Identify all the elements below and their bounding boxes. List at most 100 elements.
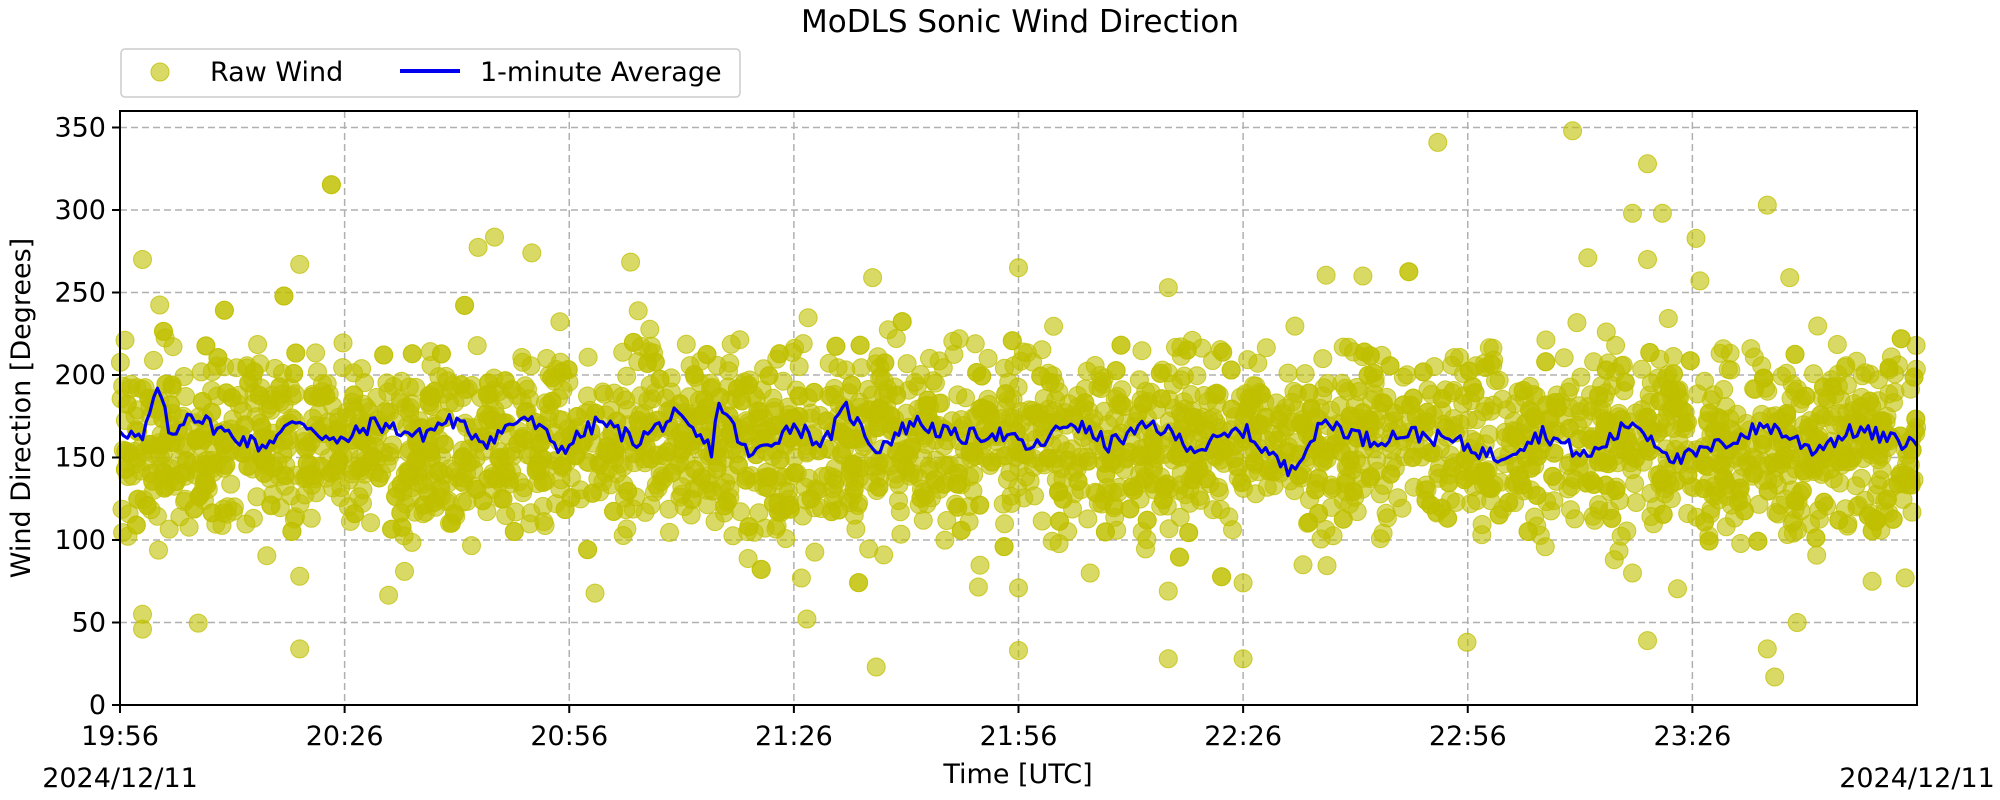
raw-wind-point: [1078, 451, 1098, 471]
raw-wind-outlier-point: [1690, 271, 1710, 291]
raw-wind-point: [1606, 335, 1626, 355]
raw-wind-point: [1457, 632, 1477, 652]
raw-wind-point: [1299, 512, 1319, 532]
date-start-label: 2024/12/11: [42, 763, 198, 794]
raw-wind-point: [1311, 529, 1331, 549]
raw-wind-point: [344, 385, 364, 405]
raw-wind-point: [911, 488, 931, 508]
raw-wind-point: [1474, 402, 1494, 422]
raw-wind-point: [1090, 366, 1110, 385]
raw-wind-outlier-point: [1233, 573, 1253, 593]
y-tick-label: 50: [72, 608, 106, 639]
raw-wind-point: [1442, 355, 1462, 375]
raw-wind-point: [490, 450, 510, 470]
raw-wind-point: [542, 368, 562, 388]
raw-wind-point: [920, 348, 939, 368]
raw-wind-point: [1895, 568, 1915, 588]
raw-wind-point: [1658, 309, 1678, 328]
raw-wind-point: [1596, 360, 1616, 380]
raw-wind-outlier-point: [1158, 278, 1178, 298]
raw-wind-point: [1618, 431, 1638, 451]
raw-wind-point: [1680, 351, 1700, 371]
raw-wind-point: [1417, 412, 1437, 432]
raw-wind-point: [179, 517, 199, 537]
raw-wind-point: [1245, 452, 1264, 472]
raw-wind-point: [431, 478, 451, 498]
raw-wind-point: [361, 513, 381, 533]
raw-wind-point: [1596, 322, 1616, 342]
raw-wind-point: [333, 333, 353, 353]
y-axis-label: Wind Direction [Degrees]: [6, 238, 37, 578]
raw-wind-outlier-point: [1787, 613, 1807, 632]
raw-wind-point: [1108, 395, 1128, 415]
raw-wind-point: [759, 366, 779, 386]
raw-wind-point: [1806, 528, 1826, 548]
raw-wind-point: [659, 499, 679, 519]
raw-wind-point: [1827, 335, 1847, 354]
raw-wind-point: [321, 175, 341, 195]
raw-wind-point: [1453, 394, 1473, 414]
raw-wind-point: [949, 463, 968, 483]
raw-wind-point: [695, 390, 715, 409]
raw-wind-point: [504, 522, 524, 541]
raw-wind-point: [232, 443, 252, 463]
raw-wind-point: [1513, 381, 1533, 400]
raw-wind-point: [891, 524, 911, 544]
raw-wind-point: [1380, 356, 1400, 376]
raw-wind-point: [1858, 506, 1878, 526]
raw-wind-point: [759, 467, 779, 487]
raw-wind-point: [863, 268, 883, 288]
raw-wind-point: [1381, 464, 1401, 484]
raw-wind-point: [582, 483, 602, 503]
raw-wind-point: [1589, 386, 1608, 406]
raw-wind-point: [1482, 478, 1501, 498]
raw-wind-point: [944, 344, 964, 364]
raw-wind-point: [1150, 363, 1170, 383]
raw-wind-point: [738, 375, 758, 395]
raw-wind-point: [1251, 384, 1271, 404]
raw-wind-point: [1058, 450, 1078, 470]
raw-wind-point: [431, 344, 451, 364]
raw-wind-point: [156, 374, 176, 394]
raw-wind-outlier-point: [133, 619, 152, 639]
raw-wind-point: [850, 335, 870, 355]
raw-wind-point: [1695, 512, 1715, 532]
raw-wind-point: [1376, 503, 1396, 523]
raw-wind-point: [1025, 486, 1044, 506]
raw-wind-point: [1133, 394, 1153, 414]
raw-wind-point: [1869, 370, 1888, 390]
raw-wind-point: [1403, 448, 1422, 468]
raw-wind-point: [1137, 530, 1157, 549]
raw-wind-point: [485, 227, 504, 247]
raw-wind-point: [1032, 511, 1052, 531]
raw-wind-point: [996, 384, 1016, 404]
raw-wind-point: [1807, 545, 1827, 565]
raw-wind-point: [1785, 344, 1805, 364]
raw-wind-point: [751, 559, 771, 579]
raw-wind-point: [721, 334, 741, 354]
raw-wind-point: [1289, 466, 1309, 486]
raw-wind-point: [239, 373, 259, 393]
raw-wind-point: [804, 382, 824, 402]
raw-wind-outlier-point: [1638, 250, 1657, 269]
raw-wind-outlier-point: [1158, 581, 1178, 601]
raw-wind-point: [121, 378, 141, 398]
raw-wind-point: [1442, 458, 1462, 478]
raw-wind-point: [248, 335, 268, 354]
raw-wind-point: [676, 334, 696, 354]
raw-wind-point: [1715, 470, 1735, 490]
raw-wind-point: [534, 512, 554, 532]
raw-wind-point: [994, 537, 1014, 557]
raw-wind-point: [1282, 392, 1302, 412]
raw-wind-point: [359, 452, 379, 472]
raw-wind-point: [1763, 453, 1783, 473]
raw-wind-point: [1904, 367, 1924, 387]
raw-wind-point: [144, 350, 163, 370]
raw-wind-point: [445, 504, 464, 524]
raw-wind-point: [414, 495, 434, 515]
raw-wind-point: [1142, 442, 1162, 462]
average-line: [118, 386, 1919, 478]
raw-wind-point: [263, 485, 283, 504]
x-axis-ticks: 19:56 20:26 20:56 21:26 21:56 22:26 22:56 23:26: [81, 705, 1731, 752]
raw-wind-point: [243, 508, 263, 528]
